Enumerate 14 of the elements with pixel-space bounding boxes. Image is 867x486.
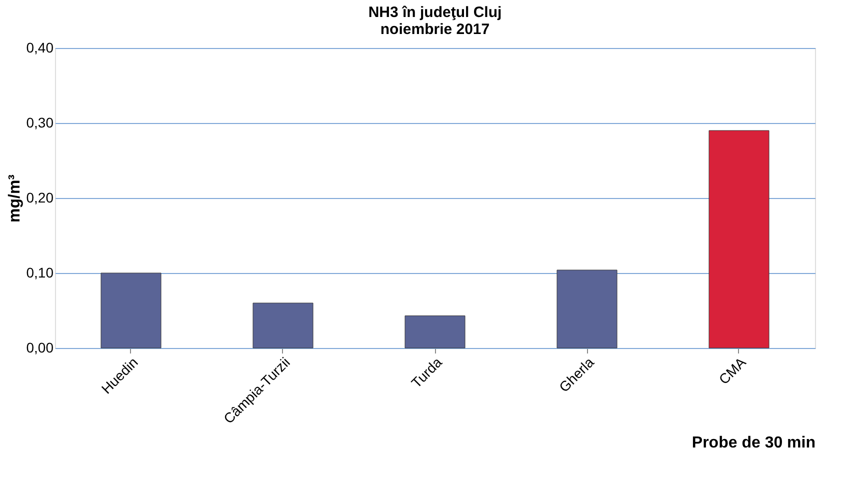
y-tick-label: 0,20 [26, 190, 54, 206]
bar [404, 316, 466, 348]
bar [252, 302, 314, 348]
y-tick-label: 0,10 [26, 264, 54, 280]
text: noiembrie 2017 [380, 21, 490, 38]
y-tick-label: 0,40 [26, 40, 54, 56]
x-axis-title: Probe de 30 min [692, 434, 816, 452]
y-axis-title: mg/m³ [6, 174, 24, 222]
bar [556, 270, 618, 348]
y-tick-label: 0,30 [26, 114, 54, 130]
bar [100, 272, 162, 348]
y-tick-label: 0,00 [26, 340, 54, 356]
text: NH3 în judeţul Cluj [368, 4, 502, 21]
bar [708, 130, 770, 348]
